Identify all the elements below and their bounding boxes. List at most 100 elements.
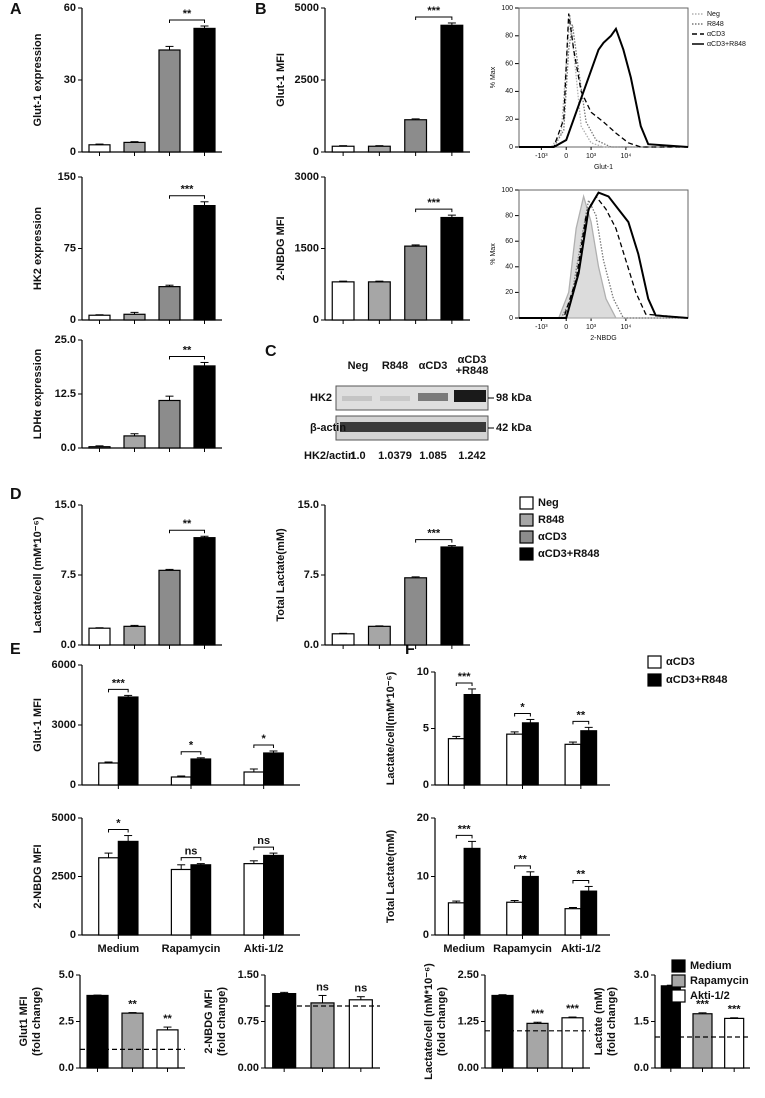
chart: 0 1500 3000 2-NBDG MFI *** (275, 171, 470, 326)
bar (348, 999, 373, 1069)
significance-label: ** (183, 518, 192, 530)
y-axis-label: Total Lactate(mM) (385, 830, 397, 924)
histogram-curve (519, 26, 689, 148)
significance-bracket (108, 688, 129, 693)
significance-label: *** (531, 1008, 545, 1020)
bar (440, 24, 464, 153)
bar (88, 144, 111, 153)
bar (463, 693, 481, 786)
panel-label: F (405, 641, 415, 658)
y-tick-label: 1500 (295, 242, 319, 254)
y-axis-label: Lactate/cell (mM*10⁻⁶) (423, 963, 435, 1080)
x-tick-label: 10⁴ (620, 153, 631, 160)
chart: 0.0 12.5 25.0 LDHα expression ** (32, 334, 222, 454)
x-tick-label: Rapamycin (493, 943, 552, 955)
y-tick-label: 40 (505, 264, 513, 271)
y-tick-label: 150 (58, 171, 76, 183)
legend-label: αCD3 (666, 656, 695, 668)
legend-label: Neg (538, 497, 559, 509)
bar (564, 743, 582, 786)
y-axis-label: Glut1 MFI (18, 996, 30, 1046)
significance-label: ns (257, 835, 270, 847)
histogram-curve (519, 198, 688, 319)
y-tick-label: 20 (417, 812, 429, 824)
bar (117, 840, 139, 936)
x-tick-label: Medium (98, 943, 140, 955)
chart: 0 20 40 60 80 100 % Max -10³ 0 10³ 10⁴ 2-NBDG (490, 187, 689, 342)
bar (447, 902, 465, 936)
y-tick-label: 0.0 (61, 639, 76, 651)
x-tick-label: 0 (564, 153, 568, 160)
size-label: 42 kDa (496, 422, 532, 434)
y-tick-label: 80 (505, 33, 513, 40)
y-axis-label: Lactate/cell(mM*10⁻⁶) (385, 671, 397, 785)
bar (331, 145, 355, 153)
x-axis-label: 2-NBDG (590, 335, 616, 342)
y-axis-label: 2-NBDG MFI (203, 989, 215, 1053)
ratio-value: 1.085 (419, 450, 447, 462)
y-axis-label: Lactate/cell (mM*10⁻⁶) (32, 516, 44, 633)
y-axis-label: Glut-1 expression (32, 33, 44, 126)
y-tick-label: 0.0 (61, 442, 76, 454)
y-axis-label: 2-NBDG MFI (275, 216, 287, 280)
bar (86, 994, 109, 1069)
y-tick-label: 7.5 (304, 569, 319, 581)
bar (190, 864, 212, 936)
legend-swatch (671, 959, 686, 973)
y-tick-label: 80 (505, 212, 513, 219)
y-tick-label: 60 (505, 60, 513, 67)
y-tick-label: 10 (417, 666, 429, 678)
bar (117, 696, 139, 786)
significance-label: *** (427, 197, 441, 209)
chart: 0.0 1.5 3.0 Lactate (mM) (fold change) *** ***… (593, 959, 750, 1074)
bar (121, 1012, 144, 1069)
y-tick-label: 0 (70, 779, 76, 791)
y-tick-label: 5000 (52, 812, 76, 824)
legend-label: αCD3+R848 (707, 41, 746, 48)
panel-label: A (10, 1, 22, 18)
y-tick-label: 20 (505, 116, 513, 123)
bar (580, 890, 598, 936)
legend-label: R848 (538, 514, 564, 526)
significance-label: *** (728, 1004, 742, 1016)
y-tick-label: 10 (417, 870, 429, 882)
y-tick-label: 0 (509, 144, 513, 151)
significance-bracket (180, 857, 202, 861)
row-label: β-actin (310, 422, 346, 434)
y-tick-label: 100 (501, 187, 513, 194)
significance-label: ** (183, 8, 192, 20)
bar (272, 992, 297, 1069)
y-tick-label: 3000 (52, 719, 76, 731)
band (342, 396, 372, 401)
bar (193, 365, 216, 449)
bar (521, 722, 539, 786)
y-tick-label: 0 (423, 779, 429, 791)
y-tick-label: 75 (64, 242, 76, 254)
significance-label: ** (128, 998, 137, 1010)
panel-label: C (265, 343, 277, 360)
significance-label: *** (566, 1003, 580, 1015)
y-tick-label: 0 (313, 314, 319, 326)
lane-label: αCD3 (419, 360, 448, 372)
band (380, 396, 410, 401)
bar (123, 625, 146, 646)
bar (243, 863, 265, 936)
significance-label: * (189, 740, 194, 752)
y-tick-label: 15.0 (55, 499, 76, 511)
bar (158, 399, 181, 449)
y-tick-label: 2500 (52, 870, 76, 882)
y-tick-label: 1.25 (458, 1015, 479, 1027)
significance-label: *** (696, 999, 710, 1011)
bar (440, 216, 464, 321)
significance-bracket (455, 834, 473, 839)
bar (123, 141, 146, 153)
bar (506, 901, 524, 936)
y-tick-label: 6000 (52, 659, 76, 671)
y-axis-label: (fold change) (606, 987, 618, 1056)
band (418, 393, 448, 401)
y-tick-label: 30 (64, 74, 76, 86)
bar (98, 857, 119, 936)
bar (404, 245, 428, 321)
significance-label: *** (427, 528, 441, 540)
chart: 0 20 40 60 80 100 % Max -10³ 0 10³ 10⁴ Glut-1 Neg R84… (490, 5, 746, 171)
